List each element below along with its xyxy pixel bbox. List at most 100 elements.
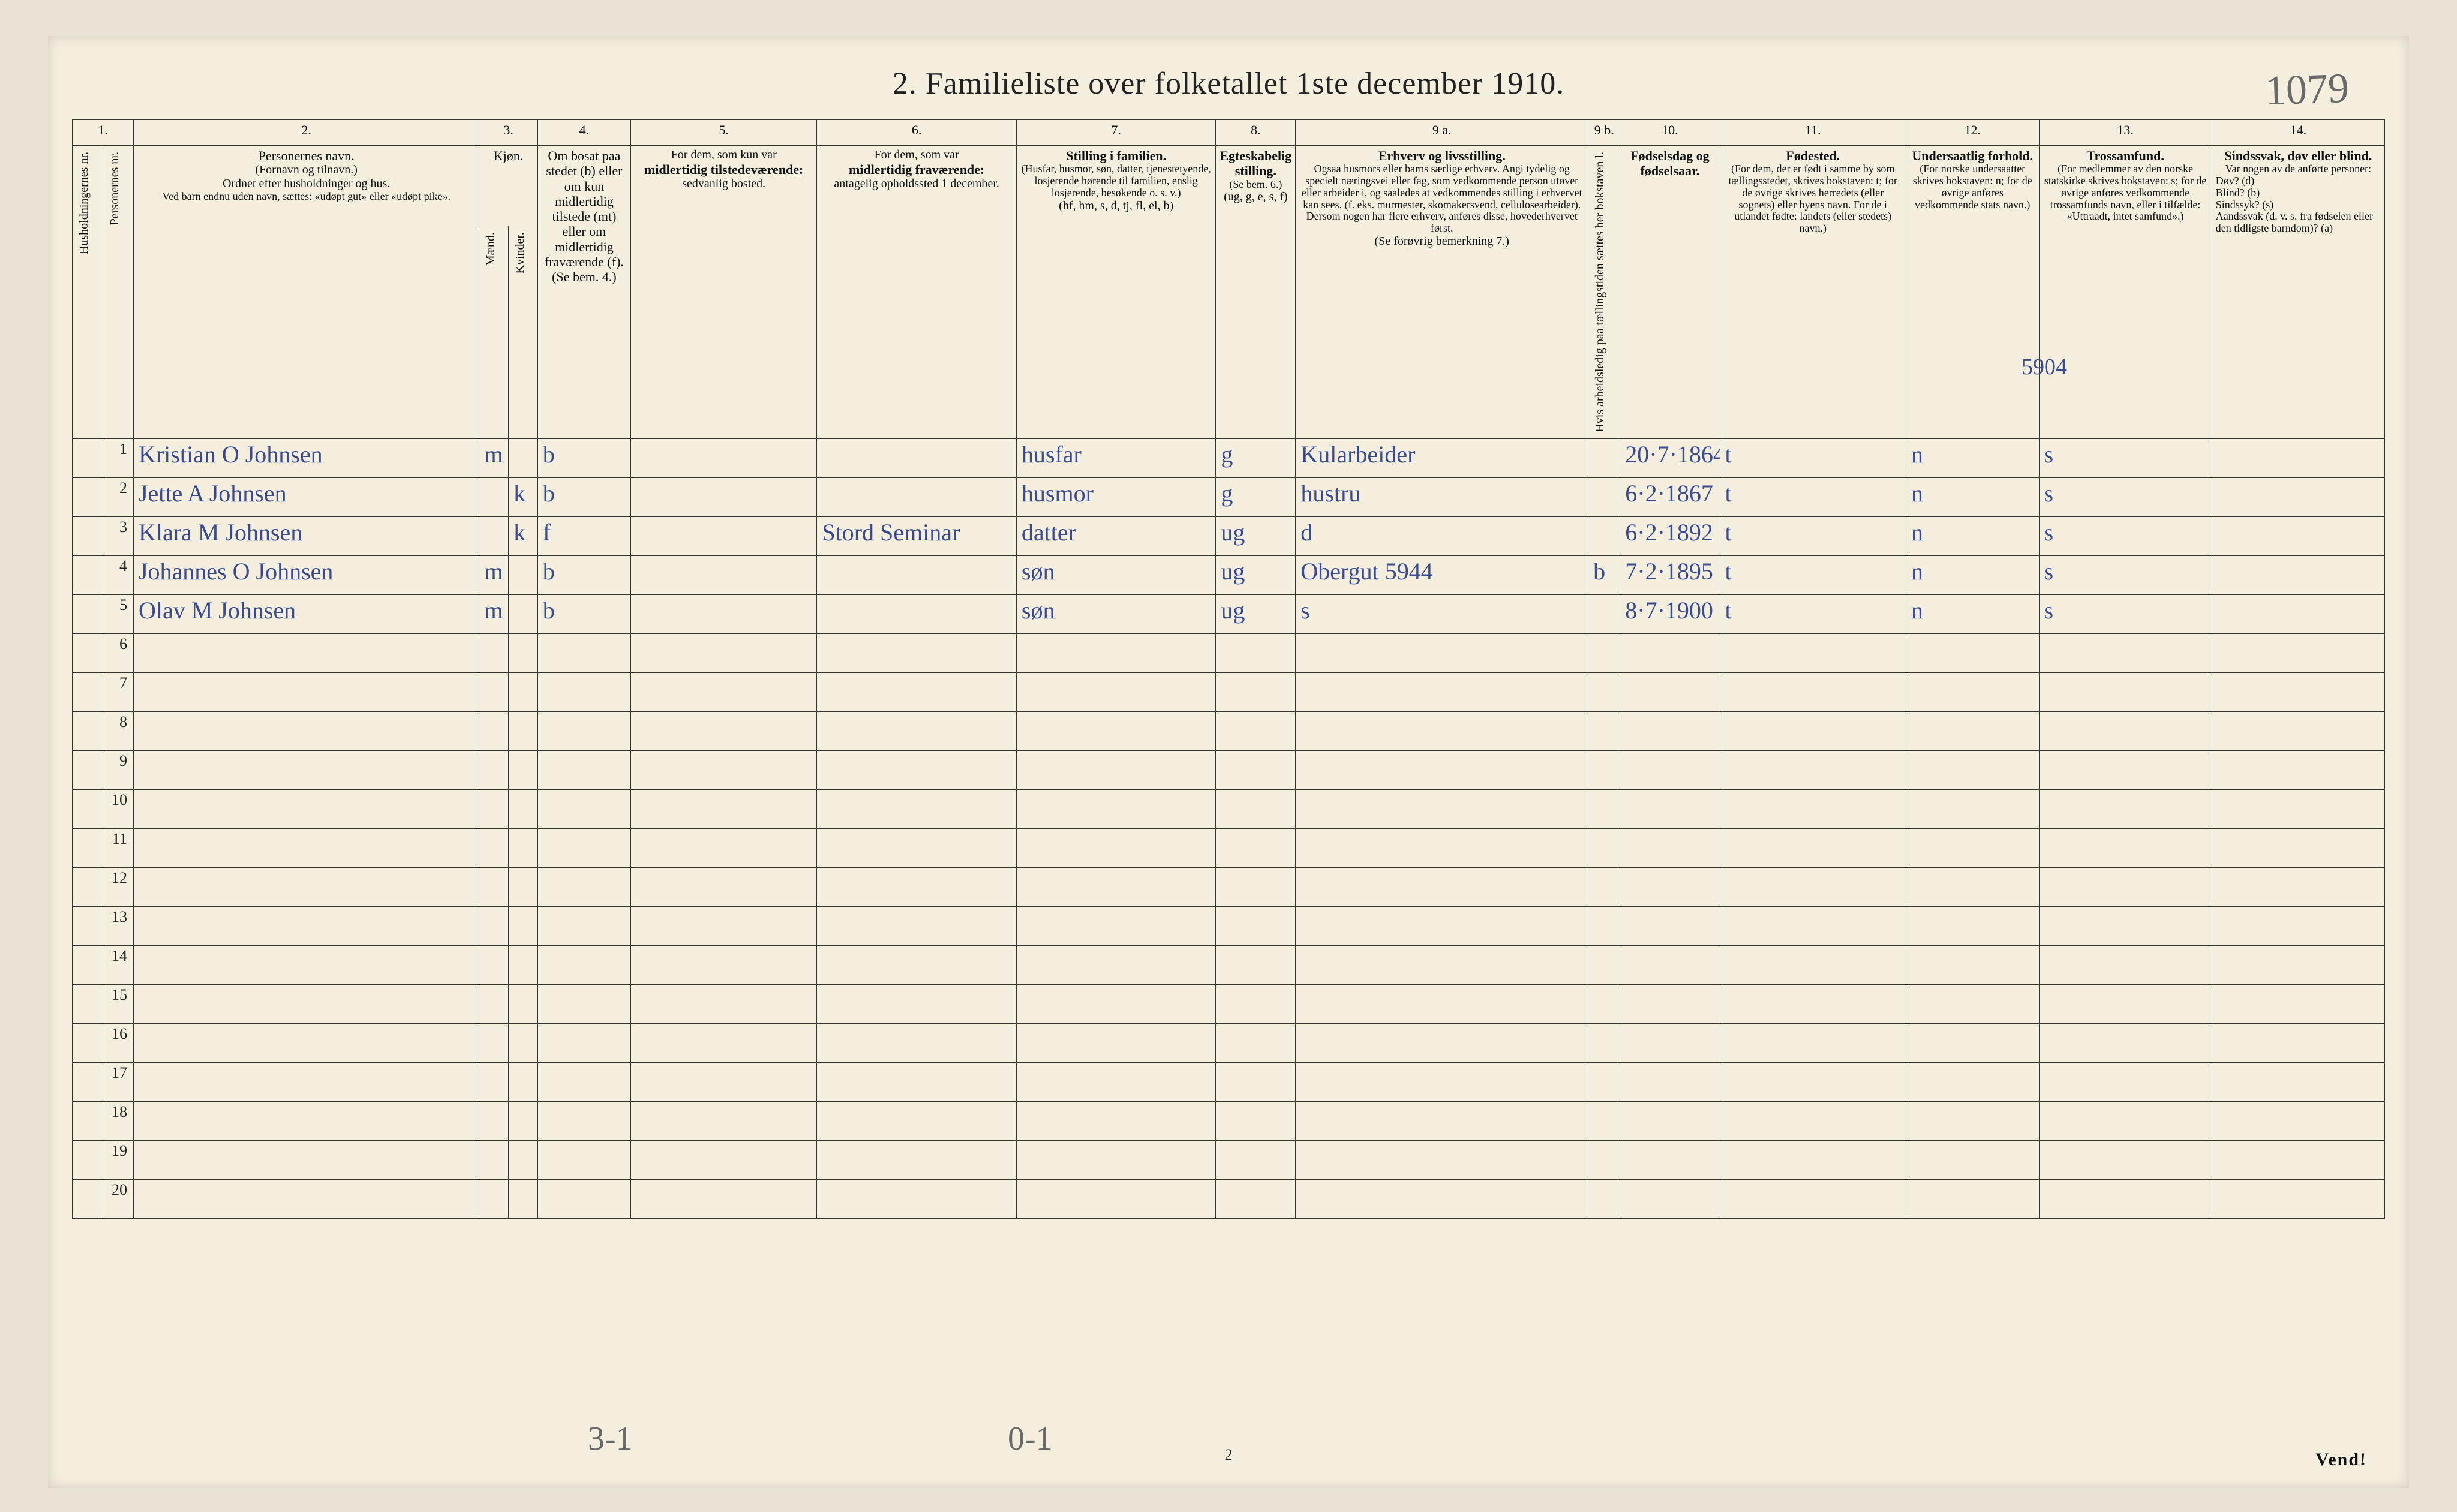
empty-cell [631,633,817,672]
empty-cell [537,750,630,789]
empty-cell [1216,1101,1296,1140]
undersaat-cell: n [1906,555,2039,594]
sindssvak-cell [2212,438,2384,477]
name-cell: Johannes O Johnsen [133,555,479,594]
empty-cell [2212,867,2384,906]
person-nr-cell: 20 [103,1179,133,1218]
empty-cell [631,1062,817,1101]
header-c8-bot: (ug, g, e, s, f) [1220,190,1291,204]
empty-cell [1906,867,2039,906]
empty-cell [2212,1140,2384,1179]
empty-cell [479,789,509,828]
stilling-cell: husmor [1016,477,1216,516]
empty-cell [1620,711,1720,750]
bosat-cell: b [537,555,630,594]
empty-cell [1016,828,1216,867]
empty-cell [479,1023,509,1062]
empty-cell [479,906,509,945]
header-bosat: Om bosat paa stedet (b) eller om kun mid… [537,146,630,439]
household-nr-cell [73,984,103,1023]
empty-cell [817,984,1017,1023]
census-table: 1. 2. 3. 4. 5. 6. 7. 8. 9 a. 9 b. 10. 11… [72,119,2385,1219]
page-number-handwritten: 1079 [2264,65,2350,116]
household-nr-cell [73,1023,103,1062]
empty-cell [509,828,538,867]
empty-cell [1720,1062,1906,1101]
household-nr-cell [73,906,103,945]
undersaat-cell: n [1906,438,2039,477]
empty-cell [1720,750,1906,789]
empty-cell [817,945,1017,984]
empty-cell [479,633,509,672]
table-row: 8 [73,711,2385,750]
header-c11-mid: (For dem, der er født i samme by som tæl… [1724,163,1902,235]
empty-cell [1296,828,1588,867]
table-row: 15 [73,984,2385,1023]
table-row: 18 [73,1101,2385,1140]
table-row: 6 [73,633,2385,672]
empty-cell [631,1140,817,1179]
empty-cell [1296,1062,1588,1101]
margin-note-5904: 5904 [2022,354,2067,380]
empty-cell [1720,984,1906,1023]
header-c12-mid: (For norske undersaatter skrives bokstav… [1910,163,2035,211]
sindssvak-cell [2212,477,2384,516]
empty-cell [1216,789,1296,828]
name-cell: Olav M Johnsen [133,594,479,633]
person-nr-cell: 17 [103,1062,133,1101]
bosat-cell: b [537,477,630,516]
header-navn-sub2: Ordnet efter husholdninger og hus. [137,177,475,191]
empty-cell [817,1062,1017,1101]
empty-cell [479,1101,509,1140]
empty-cell [2039,906,2212,945]
empty-cell [1720,789,1906,828]
header-c14-top: Sindssvak, døv eller blind. [2216,148,2381,163]
household-nr-cell [73,1179,103,1218]
empty-cell [1216,750,1296,789]
header-navn: Personernes navn. (Fornavn og tilnavn.) … [133,146,479,439]
empty-cell [1016,1023,1216,1062]
person-nr-cell: 14 [103,945,133,984]
empty-cell [1906,945,2039,984]
empty-cell [479,711,509,750]
empty-cell [817,1140,1017,1179]
header-fodselsdag: Fødselsdag og fødselsaar. [1620,146,1720,439]
empty-cell [631,906,817,945]
header-c6-bot: antagelig opholdssted 1 december. [821,177,1013,191]
empty-cell [631,828,817,867]
empty-cell [1906,828,2039,867]
colnum-7: 7. [1016,120,1216,146]
empty-cell [1620,633,1720,672]
empty-cell [2212,1101,2384,1140]
trossamfund-cell: s [2039,516,2212,555]
table-row: 4Johannes O JohnsenmbsønugObergut 5944b7… [73,555,2385,594]
empty-cell [631,672,817,711]
empty-cell [479,672,509,711]
header-c9a-mid: Ogsaa husmors eller barns særlige erhver… [1299,163,1584,235]
sex-k-cell [509,594,538,633]
stilling-cell: søn [1016,555,1216,594]
empty-cell [1620,867,1720,906]
name-cell: Kristian O Johnsen [133,438,479,477]
empty-cell [631,984,817,1023]
empty-cell [2212,1023,2384,1062]
empty-cell [1216,1062,1296,1101]
header-husholdning-nr: Husholdningernes nr. [76,148,92,258]
undersaat-cell: n [1906,477,2039,516]
person-nr-cell: 10 [103,789,133,828]
empty-cell [1720,906,1906,945]
empty-cell [537,984,630,1023]
empty-cell [631,789,817,828]
fodselsdato-cell: 7·2·1895 [1620,555,1720,594]
header-navn-sub3: Ved barn endnu uden navn, sættes: «udøpt… [137,191,475,203]
empty-cell [817,867,1017,906]
sindssvak-cell [2212,555,2384,594]
empty-cell [817,828,1017,867]
footer-vend: Vend! [2315,1450,2367,1470]
empty-cell [509,1062,538,1101]
empty-cell [2039,1062,2212,1101]
table-row: 19 [73,1140,2385,1179]
empty-cell [1296,945,1588,984]
empty-cell [133,906,479,945]
empty-cell [1720,1140,1906,1179]
